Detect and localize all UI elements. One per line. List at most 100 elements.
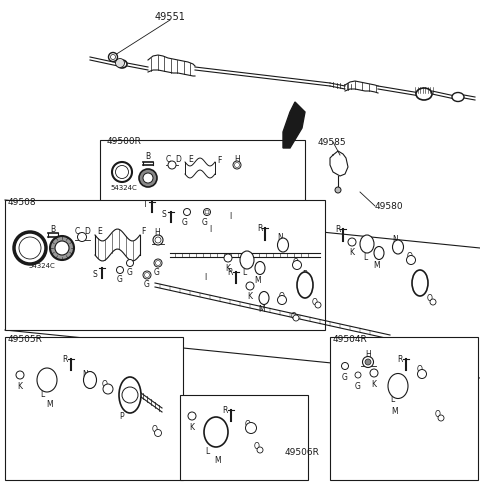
Text: R: R: [228, 268, 233, 277]
Text: 54324C: 54324C: [110, 185, 137, 191]
Text: H: H: [154, 228, 160, 237]
Circle shape: [108, 52, 118, 62]
Text: 49506R: 49506R: [285, 448, 320, 457]
Ellipse shape: [374, 246, 384, 259]
Text: 49551: 49551: [155, 12, 185, 22]
Circle shape: [341, 362, 348, 369]
Text: 49580: 49580: [375, 202, 404, 211]
Circle shape: [277, 295, 287, 305]
Text: T: T: [143, 200, 147, 209]
Text: L: L: [205, 447, 209, 456]
Text: M: M: [374, 261, 380, 270]
Circle shape: [418, 369, 427, 379]
Text: R: R: [62, 355, 68, 364]
Bar: [5, 337, 183, 480]
Ellipse shape: [119, 377, 141, 413]
Bar: [330, 337, 478, 480]
Text: L: L: [390, 395, 394, 404]
Text: M: M: [215, 456, 221, 465]
Text: 49505R: 49505R: [8, 335, 43, 344]
Text: D: D: [84, 227, 90, 236]
Text: K: K: [190, 423, 194, 432]
Text: E: E: [189, 155, 193, 164]
Circle shape: [155, 429, 161, 436]
Text: C: C: [74, 227, 80, 236]
Circle shape: [77, 233, 86, 242]
Text: E: E: [97, 227, 102, 236]
Text: I: I: [229, 212, 231, 221]
Text: F: F: [141, 227, 145, 236]
Circle shape: [315, 302, 321, 308]
Text: P: P: [416, 270, 420, 279]
Text: 49504R: 49504R: [333, 335, 368, 344]
Text: 54324C: 54324C: [28, 263, 55, 269]
Text: G: G: [202, 218, 208, 227]
Bar: [5, 200, 325, 330]
Text: G: G: [144, 280, 150, 289]
Circle shape: [127, 259, 133, 267]
Text: Q: Q: [291, 312, 297, 321]
Circle shape: [103, 384, 113, 394]
Text: B: B: [50, 225, 56, 234]
Circle shape: [55, 241, 69, 255]
Ellipse shape: [255, 261, 265, 275]
Circle shape: [19, 237, 41, 259]
Text: Q: Q: [435, 410, 441, 419]
Text: M: M: [392, 407, 398, 416]
Circle shape: [122, 387, 138, 403]
Text: S: S: [162, 210, 167, 219]
Circle shape: [335, 187, 341, 193]
Text: 49508: 49508: [8, 198, 36, 207]
Text: N: N: [82, 370, 88, 379]
Circle shape: [235, 163, 240, 168]
Bar: [180, 395, 308, 480]
Circle shape: [407, 255, 416, 265]
Text: L: L: [363, 253, 367, 262]
Ellipse shape: [37, 368, 57, 392]
Text: O: O: [293, 258, 299, 267]
Text: M: M: [255, 276, 261, 285]
Circle shape: [117, 267, 123, 274]
Ellipse shape: [360, 235, 374, 253]
Circle shape: [245, 423, 256, 433]
Circle shape: [355, 372, 361, 378]
Circle shape: [292, 260, 301, 270]
Text: F: F: [217, 156, 221, 165]
Text: N: N: [277, 233, 283, 242]
Text: G: G: [342, 373, 348, 382]
Text: K: K: [226, 264, 230, 273]
Circle shape: [233, 161, 241, 169]
Circle shape: [293, 315, 299, 321]
Text: N: N: [392, 235, 398, 244]
Circle shape: [183, 209, 191, 215]
Text: G: G: [127, 268, 133, 277]
Text: L: L: [40, 390, 44, 399]
Circle shape: [14, 232, 46, 264]
Text: I: I: [204, 273, 206, 282]
Text: K: K: [248, 292, 252, 301]
Ellipse shape: [204, 417, 228, 447]
Text: Q: Q: [312, 298, 318, 307]
Text: O: O: [417, 365, 423, 374]
Ellipse shape: [240, 251, 254, 269]
Text: G: G: [154, 268, 160, 277]
Circle shape: [116, 59, 124, 68]
Circle shape: [430, 299, 436, 305]
Ellipse shape: [84, 372, 96, 388]
Ellipse shape: [277, 238, 288, 252]
Text: M: M: [259, 305, 265, 314]
Text: R: R: [257, 224, 263, 233]
Ellipse shape: [297, 272, 313, 298]
Text: G: G: [182, 218, 188, 227]
Ellipse shape: [259, 291, 269, 305]
Text: C: C: [166, 155, 170, 164]
Text: M: M: [47, 400, 53, 409]
Circle shape: [16, 371, 24, 379]
Circle shape: [116, 166, 129, 178]
Ellipse shape: [117, 60, 127, 68]
Text: Q: Q: [152, 425, 158, 434]
Text: O: O: [245, 420, 251, 429]
Text: Q: Q: [427, 294, 433, 303]
Circle shape: [205, 210, 209, 214]
Circle shape: [50, 236, 74, 260]
